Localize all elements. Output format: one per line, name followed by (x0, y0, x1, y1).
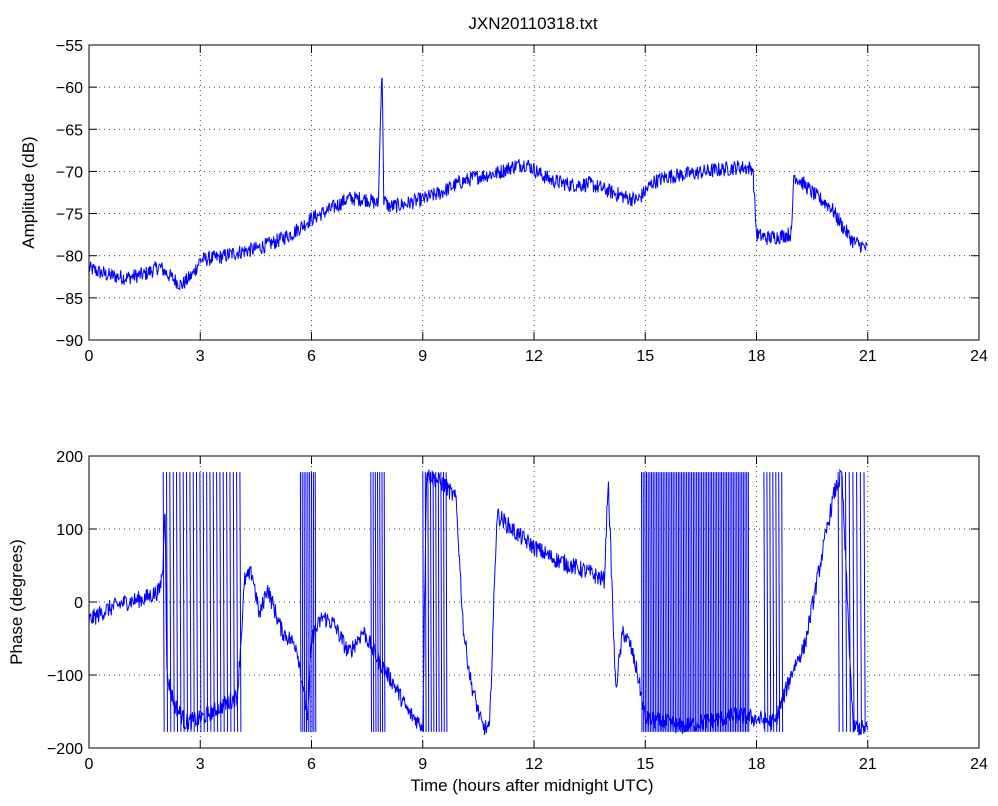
x-tick-label: 24 (970, 348, 988, 365)
x-tick-label: 18 (748, 756, 766, 773)
x-tick-label: 12 (525, 348, 543, 365)
x-tick-label: 15 (636, 348, 654, 365)
y-tick-label: 200 (56, 449, 83, 466)
y-tick-label: −80 (56, 249, 83, 266)
y-axis-label: Amplitude (dB) (19, 136, 38, 248)
series-line (88, 468, 869, 736)
y-tick-label: −100 (47, 668, 83, 685)
y-tick-label: −70 (56, 164, 83, 181)
x-axis-label: Time (hours after midnight UTC) (410, 776, 653, 795)
x-tick-label: 0 (85, 348, 94, 365)
x-tick-label: 15 (636, 756, 654, 773)
y-tick-label: −90 (56, 333, 83, 350)
amplitude-panel: 0 3 6 9 12 15 18 21 24 −90 −85 −80 −75 −70 −65 −60 −55 Am… (19, 38, 988, 365)
y-tick-label: −65 (56, 122, 83, 139)
figure-title: JXN20110318.txt (468, 14, 597, 33)
x-tick-label: 9 (418, 348, 427, 365)
x-tick-label: 12 (525, 756, 543, 773)
x-tick-label: 6 (307, 348, 316, 365)
phase-panel: 0 3 6 9 12 15 18 21 24 −200 −100 0 100 200 Phase (degr… (7, 449, 988, 795)
x-tick-label: 18 (748, 348, 766, 365)
y-tick-label: 0 (74, 595, 83, 612)
y-tick-label: 100 (56, 522, 83, 539)
y-axis-label: Phase (degrees) (7, 539, 26, 665)
y-tick-label: −60 (56, 80, 83, 97)
x-tick-label: 0 (85, 756, 94, 773)
x-tick-label: 6 (307, 756, 316, 773)
y-tick-label: −75 (56, 207, 83, 224)
y-tick-label: −200 (47, 741, 83, 758)
y-tick-label: −85 (56, 291, 83, 308)
x-tick-label: 24 (970, 756, 988, 773)
y-tick-label: −55 (56, 38, 83, 55)
x-tick-label: 3 (196, 348, 205, 365)
x-tick-label: 21 (859, 348, 877, 365)
series-line (88, 77, 868, 291)
x-tick-label: 21 (859, 756, 877, 773)
x-tick-label: 3 (196, 756, 205, 773)
x-tick-label: 9 (418, 756, 427, 773)
